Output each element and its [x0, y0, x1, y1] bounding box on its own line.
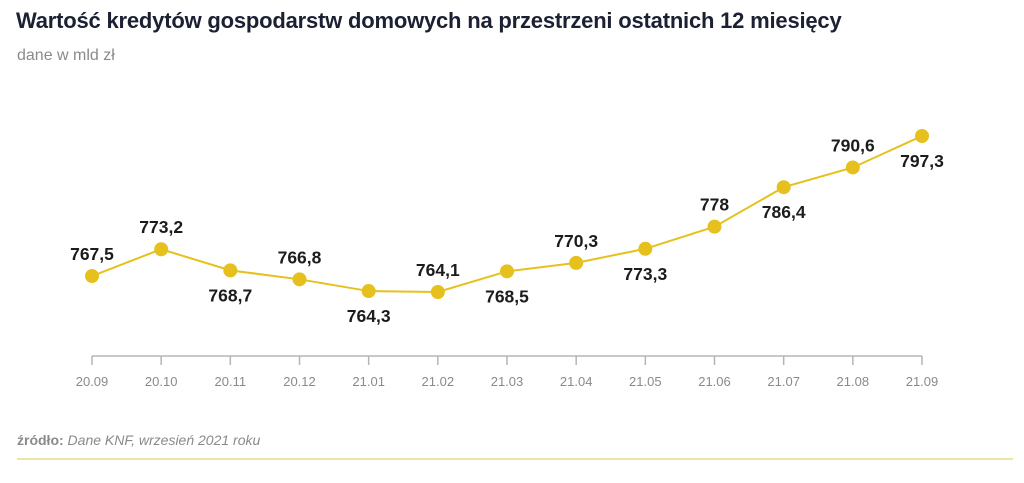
data-label: 770,3: [554, 231, 598, 251]
data-label: 773,3: [623, 264, 667, 284]
data-point: [223, 263, 238, 278]
data-label: 768,7: [208, 285, 252, 305]
data-label: 786,4: [762, 202, 806, 222]
source-prefix: źródło:: [17, 432, 64, 448]
data-label: 768,5: [485, 286, 529, 306]
data-label: 773,2: [139, 217, 183, 237]
data-point: [569, 255, 584, 270]
x-tick-label: 20.11: [215, 374, 247, 389]
data-point: [430, 285, 445, 299]
x-tick-label: 21.09: [906, 374, 939, 389]
x-tick-label: 21.04: [560, 374, 593, 389]
data-point: [361, 284, 376, 299]
x-tick-label: 20.10: [145, 374, 178, 389]
data-point: [776, 180, 791, 195]
x-tick-label: 21.06: [698, 374, 731, 389]
x-tick-label: 21.01: [352, 374, 385, 389]
footer-divider: [17, 458, 1013, 460]
x-tick-label: 21.08: [837, 374, 870, 389]
data-point: [292, 272, 307, 287]
data-point: [845, 160, 860, 175]
x-tick-label: 21.02: [422, 374, 455, 389]
source-text: Dane KNF, wrzesień 2021 roku: [67, 432, 261, 448]
data-point: [915, 129, 929, 143]
x-tick-label: 20.12: [283, 374, 316, 389]
x-tick-label: 21.07: [767, 374, 800, 389]
data-label: 767,5: [70, 244, 114, 264]
data-points: [85, 129, 929, 299]
chart-subtitle: dane w mld zł: [17, 47, 115, 64]
data-label: 766,8: [278, 247, 322, 267]
data-label: 764,3: [347, 306, 391, 326]
data-point: [154, 242, 169, 257]
data-label: 790,6: [831, 135, 875, 155]
data-point: [500, 264, 514, 279]
x-tick-label: 21.05: [629, 374, 662, 389]
x-axis-ticks: 20.09 20.10 20.11 20.12 21.01 21.02 21.03 21.04…: [76, 356, 939, 389]
line-chart: 20.09 20.10 20.11 20.12 21.01 21.02 21.03 21.04…: [70, 129, 944, 389]
data-point: [638, 241, 653, 256]
data-point: [85, 269, 99, 284]
source-note: źródło: Dane KNF, wrzesień 2021 roku: [17, 432, 260, 448]
data-labels: 767,5 773,2 768,7 766,8 764,3 764,1 768,5 770,3…: [70, 135, 944, 326]
data-label: 764,1: [416, 260, 460, 280]
x-tick-label: 21.03: [491, 374, 524, 389]
data-point: [707, 219, 722, 234]
data-label: 778: [700, 195, 729, 215]
data-label: 797,3: [900, 151, 944, 171]
chart-title: Wartość kredytów gospodarstw domowych na…: [16, 8, 842, 33]
x-tick-label: 20.09: [76, 374, 109, 389]
